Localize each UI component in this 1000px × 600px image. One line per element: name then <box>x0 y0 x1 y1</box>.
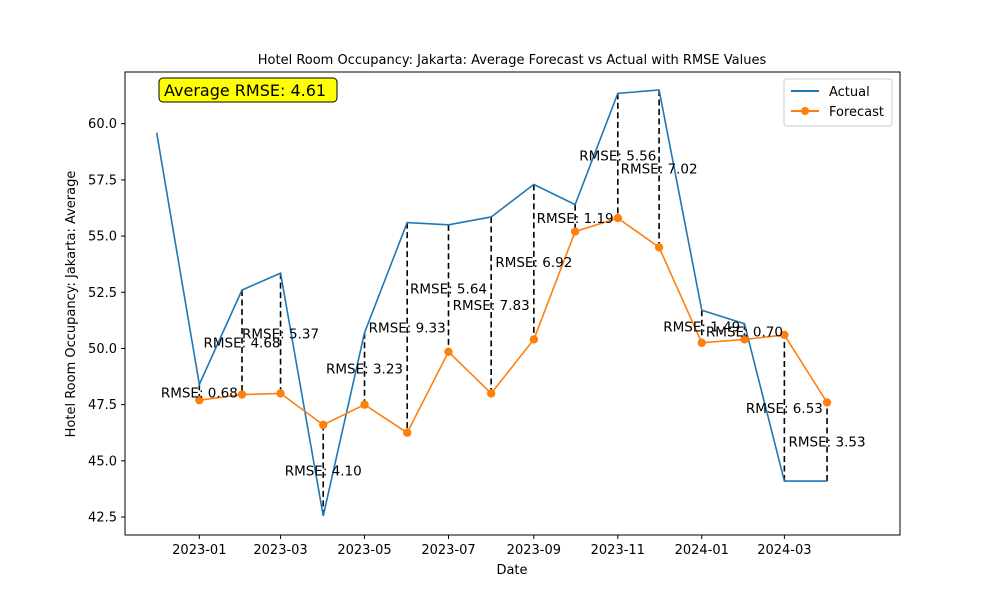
rmse-label: RMSE: 0.70 <box>706 325 783 341</box>
y-tick-label: 52.5 <box>88 286 117 301</box>
forecast-point <box>486 389 496 398</box>
legend-forecast-label: Forecast <box>829 105 884 120</box>
x-tick-label: 2023-01 <box>172 543 226 558</box>
forecast-point <box>822 398 832 407</box>
y-tick-label: 55.0 <box>88 230 117 245</box>
x-tick-label: 2023-05 <box>337 543 391 558</box>
forecast-point <box>780 330 789 340</box>
forecast-point <box>570 227 580 236</box>
forecast-point <box>319 420 328 430</box>
y-tick-label: 50.0 <box>88 342 117 357</box>
y-tick-label: 45.0 <box>88 454 117 469</box>
forecast-point <box>654 243 664 252</box>
axes-frame <box>124 71 901 536</box>
x-tick-label: 2024-01 <box>675 543 729 558</box>
x-tick-label: 2024-03 <box>757 543 811 558</box>
y-tick-label: 57.5 <box>88 173 117 188</box>
forecast-point <box>276 389 285 398</box>
rmse-label: RMSE: 4.10 <box>285 463 362 479</box>
average-rmse-text: Average RMSE: 4.61 <box>164 81 326 100</box>
y-axis-label: Hotel Room Occupancy: Jakarta: Average <box>64 171 79 438</box>
forecast-point <box>697 338 706 348</box>
legend-actual-label: Actual <box>829 85 870 100</box>
average-rmse-box: Average RMSE: 4.61 <box>158 77 338 103</box>
rmse-label: RMSE: 5.64 <box>410 281 487 297</box>
x-tick-label: 2023-03 <box>253 543 307 558</box>
forecast-point <box>740 335 749 344</box>
rmse-label: RMSE: 7.02 <box>621 162 698 178</box>
forecast-point <box>237 390 247 399</box>
forecast-point <box>613 213 623 223</box>
legend-forecast-marker <box>801 107 809 115</box>
rmse-label: RMSE: 6.53 <box>746 401 823 417</box>
rmse-label: RMSE: 0.68 <box>161 385 238 401</box>
rmse-label: RMSE: 3.53 <box>789 435 866 451</box>
x-axis-label: Date <box>496 563 527 578</box>
x-tick-label: 2023-11 <box>591 543 645 558</box>
rmse-label: RMSE: 1.19 <box>537 211 614 227</box>
chart-title: Hotel Room Occupancy: Jakarta: Average F… <box>258 53 767 68</box>
rmse-label: RMSE: 3.23 <box>326 362 403 378</box>
rmse-label: RMSE: 1.49 <box>663 320 740 336</box>
x-tick-label: 2023-09 <box>507 543 561 558</box>
rmse-label: RMSE: 6.92 <box>495 255 572 271</box>
forecast-point <box>360 400 369 409</box>
forecast-point <box>402 428 412 437</box>
forecast-point <box>529 335 539 344</box>
legend: Actual Forecast <box>783 78 893 127</box>
y-tick-label: 60.0 <box>88 117 117 132</box>
x-tick-label: 2023-07 <box>421 543 475 558</box>
forecast-series-line <box>199 217 828 434</box>
actual-series-line <box>155 89 828 517</box>
rmse-label: RMSE: 5.37 <box>242 326 319 342</box>
y-tick-label: 42.5 <box>88 511 117 526</box>
rmse-label: RMSE: 5.56 <box>579 149 656 165</box>
rmse-label: RMSE: 9.33 <box>369 321 446 337</box>
average-rmse-box-background <box>158 77 338 103</box>
forecast-point <box>195 395 204 405</box>
forecast-point <box>444 347 453 357</box>
rmse-label: RMSE: 4.68 <box>203 335 280 351</box>
y-tick-label: 47.5 <box>88 398 117 413</box>
rmse-label: RMSE: 7.83 <box>453 298 530 314</box>
axes: 2023-01 2023-03 2023-05 2023-07 2023-09 2023-… <box>88 71 901 558</box>
